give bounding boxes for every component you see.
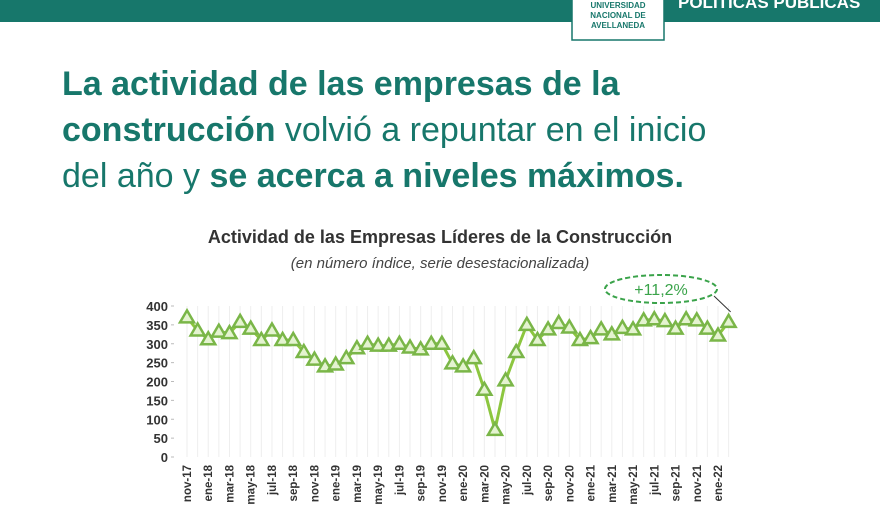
marker [698,319,717,335]
marker [262,321,282,337]
marker [177,307,197,324]
y-tick-label: 400 [146,299,168,314]
marker [613,318,632,335]
headline-segment: volvió a repuntar en el inicio [275,111,706,149]
chart-subtitle: (en número índice, serie desestacionaliz… [291,255,590,272]
x-tick-label: ene-18 [203,464,215,501]
marker [708,325,728,342]
marker [432,334,452,350]
marker [358,334,377,350]
x-tick-label: mar-20 [479,465,491,503]
marker [719,312,738,329]
marker [549,313,568,330]
x-tick-label: ene-20 [458,465,470,501]
y-tick-label: 150 [146,393,168,408]
headline-segment: del año y [62,157,209,195]
x-tick-label: sep-19 [416,465,428,501]
marker [517,315,537,332]
x-tick-label: may-18 [246,464,258,504]
marker [475,380,494,397]
marker [496,370,515,387]
annotation-ellipse [604,274,718,304]
marker [390,334,409,350]
x-tick-label: nov-19 [437,465,449,502]
marker [592,319,611,336]
marker [273,330,292,347]
headline-segment: construcción [62,111,275,149]
x-tick-label: nov-21 [692,464,704,502]
marker [581,328,600,345]
marker [443,353,462,370]
x-tick-label: nov-20 [564,465,576,502]
y-tick-label: 300 [146,337,168,352]
x-tick-label: jul-19 [394,465,406,496]
x-tick-label: may-19 [373,465,385,505]
x-tick-label: may-20 [501,465,513,505]
logo-box [571,0,665,41]
marker [528,330,547,347]
y-tick-label: 50 [154,431,168,446]
marker [368,336,388,352]
marker [485,420,505,437]
marker [666,319,685,335]
marker [284,330,303,347]
marker [464,348,483,365]
marker [209,322,229,338]
marker [655,311,675,328]
marker [687,310,706,327]
x-tick-label: mar-19 [352,465,364,503]
x-tick-label: mar-21 [607,464,619,502]
y-tick-label: 0 [161,450,168,465]
logo-line: UNIVERSIDAD [590,1,645,10]
x-tick-label: sep-18 [288,464,300,501]
chart-title: Actividad de las Empresas Líderes de la … [208,227,672,247]
marker [507,342,526,359]
marker [623,319,643,336]
marker [305,350,324,366]
x-tick-label: jul-18 [267,464,279,496]
marker [676,309,696,326]
marker [400,338,420,354]
x-tick-label: mar-18 [224,464,236,502]
x-tick-label: may-21 [628,464,640,504]
marker [199,329,218,346]
annotation: +11,2% [634,282,688,299]
y-tick-label: 100 [146,412,168,427]
marker [422,334,441,350]
x-tick-label: sep-20 [543,465,555,501]
marker [230,312,250,329]
marker [252,330,271,347]
y-tick-label: 350 [146,318,168,333]
x-tick-label: jul-20 [522,465,534,496]
x-tick-label: sep-21 [671,464,683,501]
section-label: POLÍTICAS PÚBLICAS [678,0,860,12]
marker [453,356,473,373]
y-tick-label: 200 [146,375,168,390]
logo-line: NACIONAL DE [590,11,646,20]
marker [560,318,579,334]
x-tick-label: ene-22 [713,465,725,501]
headline-line: del año y se acerca a niveles máximos. [62,157,684,195]
marker [188,321,207,337]
logo-line: AVELLANEDA [591,21,645,30]
x-tick-label: nov-18 [309,464,321,502]
headline-segment: La actividad de las empresas de la [62,65,621,103]
headline-segment: se acerca a niveles máximos. [209,157,683,195]
x-tick-label: ene-19 [331,465,343,501]
marker [241,319,260,335]
annotation-leader [713,295,731,313]
marker [294,342,313,359]
y-tick-label: 250 [146,356,168,371]
x-tick-label: ene-21 [586,464,598,501]
headline: La actividad de las empresas de la constr… [62,65,706,195]
marker [337,348,356,365]
marker [645,309,664,326]
x-tick-label: jul-21 [649,464,661,496]
marker [220,323,239,340]
headline-line: La actividad de las empresas de la [62,65,621,103]
headline-line: construcción volvió a repuntar en el ini… [62,111,706,149]
x-tick-label: nov-17 [182,465,194,502]
plot: nov-17 ene-18 mar-18 may-18 jul-18 sep-18 nov-… [146,274,738,505]
